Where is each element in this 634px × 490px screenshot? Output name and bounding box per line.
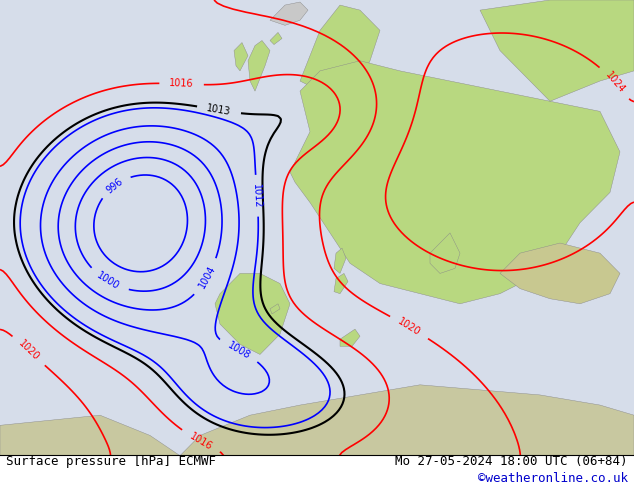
Text: ©weatheronline.co.uk: ©weatheronline.co.uk xyxy=(477,472,628,485)
Polygon shape xyxy=(480,0,634,101)
Text: 1024: 1024 xyxy=(603,70,626,96)
Polygon shape xyxy=(0,385,634,456)
Text: 1008: 1008 xyxy=(226,340,252,361)
Polygon shape xyxy=(234,43,248,71)
Text: 1016: 1016 xyxy=(188,431,214,452)
Polygon shape xyxy=(430,233,460,273)
Polygon shape xyxy=(334,248,346,273)
Text: Mo 27-05-2024 18:00 UTC (06+84): Mo 27-05-2024 18:00 UTC (06+84) xyxy=(395,455,628,468)
Text: 1004: 1004 xyxy=(197,264,217,291)
Text: 1020: 1020 xyxy=(16,339,41,363)
Polygon shape xyxy=(270,304,280,314)
Text: 1000: 1000 xyxy=(95,270,122,292)
Polygon shape xyxy=(290,61,620,304)
Polygon shape xyxy=(270,32,282,45)
Polygon shape xyxy=(500,243,620,304)
Text: 1020: 1020 xyxy=(396,317,422,338)
Text: Surface pressure [hPa] ECMWF: Surface pressure [hPa] ECMWF xyxy=(6,455,216,468)
Polygon shape xyxy=(248,41,270,91)
Text: 1016: 1016 xyxy=(169,78,194,89)
Polygon shape xyxy=(215,273,290,354)
Polygon shape xyxy=(340,329,360,346)
Polygon shape xyxy=(334,273,348,294)
Polygon shape xyxy=(270,2,308,25)
Polygon shape xyxy=(300,5,380,91)
Text: 1013: 1013 xyxy=(206,103,232,117)
Text: 1012: 1012 xyxy=(251,183,262,208)
Text: 996: 996 xyxy=(105,176,125,195)
